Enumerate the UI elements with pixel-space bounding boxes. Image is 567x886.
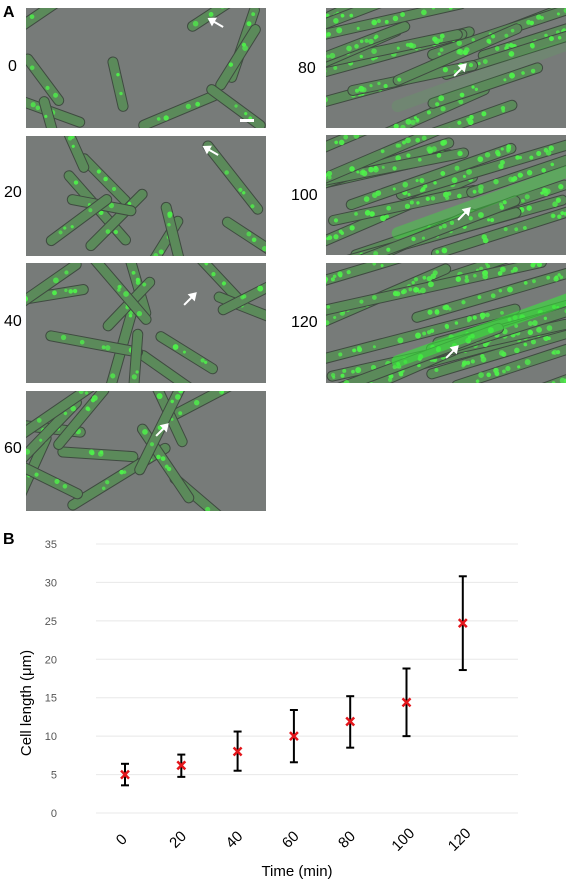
bacterial-cell [126,328,144,383]
bacterial-cell [466,135,566,198]
bacterial-cell [326,21,411,72]
bacterial-cell [107,56,129,112]
bacterial-cell [395,135,566,200]
time-label-80: 80 [298,60,316,77]
bacterial-cell [26,8,69,42]
time-label-100: 100 [291,187,318,204]
time-label-20: 20 [4,184,22,201]
x-tick-label: 100 [388,825,418,855]
y-tick-label: 25 [45,616,57,628]
bacterial-cell [326,8,431,45]
annotation-arrow-icon [183,292,197,306]
x-tick-label: 20 [166,828,190,852]
bacterial-cell [326,195,521,255]
annotation-arrow-icon [207,17,224,28]
time-label-120: 120 [291,314,318,331]
micrograph-40min [26,263,266,383]
x-tick-label: 40 [223,828,247,852]
scale-bar [240,119,254,122]
annotation-arrow-icon [445,345,459,359]
bacterial-cell [57,446,139,463]
micrograph-80min [326,8,566,128]
x-tick-label: 0 [113,831,131,849]
x-tick-label: 60 [279,828,303,852]
y-tick-label: 30 [45,577,57,589]
annotation-arrow-icon [453,63,467,77]
micrograph-100min [326,135,566,255]
bacterial-cell [206,84,266,128]
bacterial-cell [427,62,544,109]
bacterial-cell [56,136,90,173]
bacterial-cell [444,336,566,383]
bacterial-cell [326,135,408,176]
data-point [232,746,243,757]
bacterial-cell [80,263,152,325]
x-tick-label: 80 [335,828,359,852]
bacterial-cell [345,142,517,211]
bacterial-cell [26,263,82,326]
bacterial-cell [326,303,521,366]
data-points [120,618,468,780]
time-label-0: 0 [8,58,17,75]
data-point [457,618,468,629]
bacterial-cell [45,194,113,247]
error-bars [121,575,467,787]
data-point [120,769,130,780]
micrograph-120min [326,263,566,383]
micrograph-60min [26,391,266,511]
y-tick-labels: 0 5 10 15 20 25 30 35 [45,539,57,820]
time-label-40: 40 [4,313,22,330]
annotation-arrow-icon [155,423,169,437]
bacterial-cell [451,316,566,383]
annotation-arrow-icon [202,145,219,156]
bacterial-cell [326,147,470,191]
cell-length-chart: 0 5 10 15 20 25 30 35 0 20 40 60 80 100 120 Cell leng… [18,539,518,880]
data-point [176,760,187,771]
bacterial-cell [187,8,240,32]
bacterial-cell [53,391,110,450]
time-label-60: 60 [4,440,22,457]
bacterial-cell [326,135,481,193]
bacterial-cell [160,201,194,256]
y-axis-title: Cell length (μm) [18,650,35,756]
bacterial-cell [431,189,566,255]
bacterial-cell [26,391,101,445]
data-point [289,731,299,742]
bacterial-cell [393,99,518,128]
bacterial-cell [202,140,264,215]
y-tick-label: 10 [45,731,57,743]
bacterial-cell [26,442,83,500]
micrograph-0min [26,8,266,128]
bacterial-cell [326,8,467,50]
x-tick-label: 120 [445,825,475,855]
bacterial-cell [326,263,476,299]
bacterial-cell [155,331,219,375]
data-point [345,716,356,727]
bacterial-cell [221,216,266,256]
bacterial-cell [26,53,65,106]
micrograph-20min [26,136,266,256]
panel-b-label: B [3,531,15,548]
panel-a-label: A [3,4,15,21]
y-tick-label: 0 [51,808,57,820]
bacterial-cell [217,263,266,316]
bacterial-cell [411,263,566,323]
gridlines [96,543,518,814]
x-axis-title: Time (min) [261,863,332,880]
bacterial-cell [38,96,63,128]
y-tick-label: 15 [45,693,57,705]
bacterial-cell [132,391,188,448]
bacterial-cell [392,23,523,86]
y-tick-label: 5 [51,770,57,782]
data-point [401,697,412,708]
y-tick-label: 35 [45,539,57,551]
x-tick-labels: 0 20 40 60 80 100 120 [113,825,475,855]
bacterial-cell [326,263,547,322]
y-tick-label: 20 [45,654,57,666]
annotation-arrow-icon [457,207,471,221]
